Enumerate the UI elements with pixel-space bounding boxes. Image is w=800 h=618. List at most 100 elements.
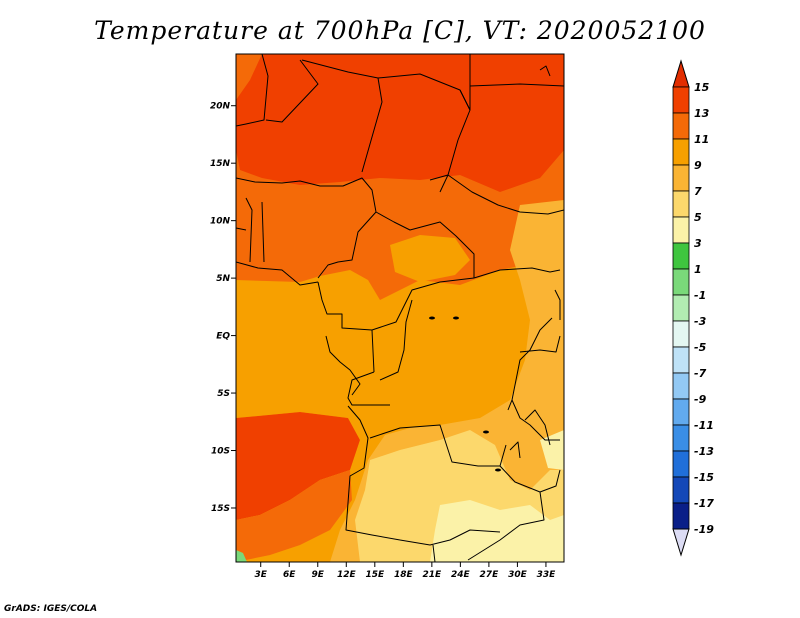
- border-line: [524, 409, 551, 446]
- colorbar-box: [672, 216, 690, 244]
- water-body: [429, 316, 435, 320]
- colorbar-label: 13: [694, 107, 710, 120]
- colorbar-box: [672, 372, 690, 400]
- border-line: [236, 54, 269, 127]
- border-line: [399, 529, 501, 546]
- colorbar-label: -3: [694, 315, 707, 328]
- y-tick-label: 10S: [211, 447, 230, 457]
- border-line: [345, 405, 401, 541]
- colorbar-box: [672, 86, 690, 114]
- border-line: [379, 299, 413, 381]
- chart-title: Temperature at 700hPa [C], VT: 202005210…: [94, 16, 706, 45]
- water-body: [453, 316, 459, 320]
- colorbar-arrow-top: [672, 59, 690, 88]
- map-frame: [235, 53, 565, 563]
- colorbar-box: [672, 398, 690, 426]
- colorbar-label: -13: [694, 445, 714, 458]
- colorbar-label: 1: [694, 263, 702, 276]
- y-tick-label: 15S: [211, 504, 230, 514]
- colorbar-label: 7: [694, 185, 702, 198]
- border-line: [325, 335, 361, 396]
- x-tick-label: 15E: [365, 570, 385, 580]
- border-line: [236, 177, 377, 213]
- field-13-15: [236, 54, 564, 192]
- x-tick-label: 24E: [451, 570, 471, 580]
- x-tick-label: 3E: [255, 570, 268, 580]
- colorbar-label: -17: [694, 497, 714, 510]
- field-3-5: [430, 500, 564, 562]
- border-line: [473, 267, 561, 279]
- border-line: [245, 197, 253, 263]
- border-line: [317, 211, 377, 279]
- colorbar-box: [672, 294, 690, 322]
- colorbar-box: [672, 476, 690, 504]
- y-tick-label: 20N: [210, 102, 231, 112]
- colorbar-label: 9: [694, 159, 702, 172]
- border-line: [236, 261, 319, 286]
- colorbar-label: -11: [694, 419, 714, 432]
- x-tick-label: 33E: [537, 570, 557, 580]
- y-tick-label: 5S: [217, 389, 230, 399]
- x-tick-label: 9E: [312, 570, 325, 580]
- border-line: [469, 83, 564, 87]
- colorbar-box: [672, 320, 690, 348]
- border-line: [261, 201, 265, 263]
- colorbar-label: 15: [694, 81, 710, 94]
- x-tick-label: 30E: [508, 570, 528, 580]
- colorbar-label: 11: [694, 133, 709, 146]
- field-9-11-central: [390, 235, 470, 282]
- colorbar-box: [672, 164, 690, 192]
- y-tick-label: EQ: [216, 332, 230, 342]
- border-line: [554, 289, 561, 320]
- colorbar-label: -9: [694, 393, 707, 406]
- x-tick-label: 18E: [394, 570, 414, 580]
- colorbar-box: [672, 190, 690, 218]
- country-borders: [236, 54, 564, 562]
- colorbar-box: [672, 242, 690, 270]
- colorbar-box: [672, 112, 690, 140]
- colorbar-label: -5: [694, 341, 707, 354]
- border-line: [467, 491, 545, 561]
- border-line: [539, 65, 551, 77]
- water-body: [483, 430, 489, 434]
- colorbar-label: -15: [694, 471, 714, 484]
- border-line: [511, 399, 560, 441]
- field-minus1-1: [236, 550, 247, 562]
- colorbar-box: [672, 268, 690, 296]
- colorbar-label: 3: [694, 237, 702, 250]
- border-line: [459, 54, 471, 111]
- border-line: [265, 59, 319, 123]
- x-tick-label: 6E: [283, 570, 296, 580]
- border-line: [509, 441, 521, 459]
- colorbar-label: -1: [694, 289, 706, 302]
- y-tick-label: 10N: [210, 217, 231, 227]
- x-tick-label: 27E: [480, 570, 500, 580]
- y-tick-label: 5N: [216, 274, 230, 284]
- colorbar-box: [672, 502, 690, 530]
- field-13-15-sw: [236, 412, 360, 520]
- water-body: [495, 468, 501, 472]
- colorbar-box: [672, 346, 690, 374]
- x-tick-label: 21E: [423, 570, 443, 580]
- field-11-13-sw-band: [236, 470, 352, 562]
- colorbar: 15 13 11 9 7 5 3 1 -1 -3 -5 -7 -9 -11 -13 -15 -17 -19: [672, 59, 714, 557]
- border-line: [432, 544, 436, 562]
- colorbar-arrow-bottom: [672, 528, 690, 557]
- colorbar-box: [672, 450, 690, 478]
- colorbar-box: [672, 424, 690, 452]
- border-line: [347, 371, 390, 406]
- colorbar-label: -19: [694, 523, 714, 536]
- credit-label: GrADS: IGES/COLA: [4, 604, 98, 614]
- border-line: [519, 335, 561, 353]
- map-area: [236, 54, 564, 562]
- colorbar-label: 5: [694, 211, 702, 224]
- x-axis: 3E 6E 9E 12E 15E 18E 21E 24E 27E 30E 33E: [255, 562, 557, 580]
- border-line: [236, 227, 247, 231]
- x-tick-label: 12E: [337, 570, 357, 580]
- colorbar-box: [672, 138, 690, 166]
- y-tick-label: 15N: [210, 159, 231, 169]
- border-line: [371, 277, 475, 331]
- colorbar-label: -7: [694, 367, 707, 380]
- border-line: [429, 174, 564, 215]
